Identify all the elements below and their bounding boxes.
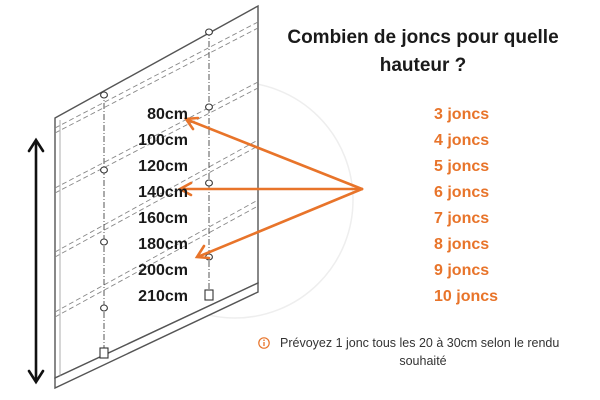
height-value: 80cm [147, 106, 188, 123]
page-title: Combien de joncs pour quelle hauteur ? [268, 24, 578, 80]
cord-weight-right [204, 289, 214, 301]
title-line-2: hauteur ? [379, 55, 467, 76]
height-value: 140cm [138, 184, 188, 201]
cord-weight-left [99, 347, 109, 359]
height-value: 160cm [138, 210, 188, 227]
rod-count: 10 joncs [434, 288, 499, 305]
rod-count: 4 joncs [434, 132, 490, 149]
blind-bottom-bar [54, 281, 259, 390]
orange-arrows [177, 116, 364, 260]
height-value: 200cm [138, 262, 188, 279]
rod-count: 5 joncs [434, 158, 490, 175]
rod-count: 7 joncs [434, 210, 490, 227]
info-icon [258, 337, 270, 349]
height-value: 120cm [138, 158, 188, 175]
note-line-1: Prévoyez 1 jonc tous les 20 à 30cm selon… [280, 336, 560, 350]
height-value: 210cm [138, 288, 188, 305]
title-line-1: Combien de joncs pour quelle [287, 27, 559, 48]
height-arrow-icon [27, 137, 45, 385]
cord-rings [100, 28, 213, 312]
rod-count: 3 joncs [434, 106, 490, 123]
rod-count: 9 joncs [434, 262, 490, 279]
rod-count: 6 joncs [434, 184, 490, 201]
rod-count: 8 joncs [434, 236, 490, 253]
height-value: 100cm [138, 132, 188, 149]
height-value: 180cm [138, 236, 188, 253]
rod-seams [54, 21, 259, 318]
note-line-2: souhaité [399, 354, 447, 368]
